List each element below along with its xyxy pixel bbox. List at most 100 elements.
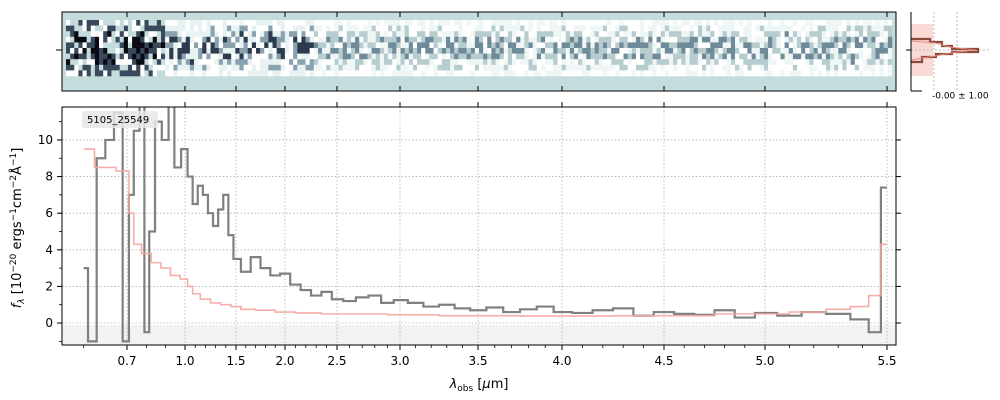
heatmap-cell	[479, 20, 484, 26]
heatmap-cell	[536, 48, 542, 54]
heatmap-cell	[834, 64, 839, 71]
heatmap-cell	[470, 48, 476, 54]
heatmap-cell	[454, 25, 459, 32]
heatmap-cell	[132, 59, 137, 66]
heatmap-cell	[152, 31, 158, 38]
heatmap-cell	[317, 48, 323, 54]
heatmap-cell	[371, 25, 377, 32]
heatmap-cell	[115, 36, 120, 43]
heatmap-cell	[363, 53, 368, 60]
heatmap-cell	[301, 64, 306, 71]
heatmap-cell	[177, 42, 182, 49]
heatmap-cell	[317, 36, 323, 43]
heatmap-cell	[677, 31, 682, 38]
heatmap-cell	[462, 42, 467, 49]
heatmap-cell	[247, 20, 253, 26]
heatmap-cell	[264, 25, 269, 32]
heatmap-cell	[156, 48, 162, 54]
heatmap-cell	[268, 36, 273, 43]
heatmap-cell	[165, 59, 170, 66]
heatmap-cell	[74, 48, 79, 54]
heatmap-cell	[384, 31, 389, 38]
heatmap-cell	[441, 20, 447, 26]
heatmap-cell	[305, 20, 310, 26]
heatmap-cell	[119, 59, 125, 66]
heatmap-cell	[255, 20, 261, 26]
heatmap-cell	[396, 70, 401, 77]
heatmap-cell	[458, 53, 463, 60]
heatmap-cell	[565, 59, 571, 66]
heatmap-cell	[557, 48, 562, 54]
heatmap-cell	[875, 70, 880, 77]
heatmap-cell	[875, 31, 880, 38]
heatmap-cell	[322, 59, 327, 66]
heatmap-cell	[260, 53, 265, 60]
heatmap-cell	[615, 64, 620, 71]
heatmap-cell	[792, 42, 798, 49]
heatmap-cell	[231, 53, 236, 60]
heatmap-cell	[346, 31, 352, 38]
heatmap-cell	[280, 42, 286, 49]
heatmap-cell	[202, 20, 207, 26]
heatmap-cell	[115, 48, 120, 54]
heatmap-cell	[264, 53, 269, 60]
heatmap-cell	[512, 48, 517, 54]
heatmap-cell	[805, 59, 810, 66]
heatmap-cell	[293, 36, 298, 43]
heatmap-cell	[350, 20, 356, 26]
heatmap-cell	[227, 25, 232, 32]
heatmap-cell	[280, 48, 286, 54]
heatmap-cell	[640, 25, 645, 32]
heatmap-cell	[404, 31, 410, 38]
heatmap-cell	[346, 48, 352, 54]
heatmap-cell	[338, 25, 344, 32]
heatmap-cell	[243, 20, 249, 26]
heatmap-cell	[119, 25, 125, 32]
heatmap-cell	[664, 70, 670, 77]
heatmap-cell	[152, 64, 158, 71]
heatmap-cell	[594, 48, 600, 54]
heatmap-cell	[499, 42, 505, 49]
heatmap-cell	[545, 48, 550, 54]
heatmap-cell	[516, 31, 521, 38]
heatmap-cell	[479, 36, 484, 43]
heatmap-cell	[668, 48, 674, 54]
heatmap-cell	[503, 70, 509, 77]
heatmap-cell	[739, 20, 744, 26]
heatmap-cell	[396, 25, 401, 32]
heatmap-cell	[598, 42, 604, 49]
y-tick-label: 2	[45, 279, 53, 293]
heatmap-cell	[152, 20, 158, 26]
heatmap-cell	[722, 64, 728, 71]
heatmap-cell	[454, 20, 459, 26]
heatmap-cell	[685, 36, 690, 43]
heatmap-cell	[821, 53, 827, 60]
heatmap-cell	[272, 64, 277, 71]
heatmap-cell	[202, 36, 207, 43]
heatmap-cell	[532, 31, 538, 38]
heatmap-cell	[181, 53, 187, 60]
heatmap-cell	[830, 48, 835, 54]
heatmap-cell	[838, 64, 843, 71]
heatmap-cell	[235, 48, 240, 54]
heatmap-cell	[140, 59, 145, 66]
heatmap-cell	[615, 59, 620, 66]
heatmap-cell	[367, 53, 372, 60]
heatmap-cell	[421, 31, 426, 38]
heatmap-cell	[524, 25, 529, 32]
heatmap-cell	[462, 53, 467, 60]
heatmap-cell	[495, 53, 500, 60]
heatmap-cell	[218, 36, 224, 43]
heatmap-cell	[743, 59, 748, 66]
heatmap-cell	[218, 70, 224, 77]
heatmap-cell	[718, 25, 723, 32]
heatmap-cell	[355, 42, 360, 49]
heatmap-cell	[82, 25, 87, 32]
heatmap-cell	[301, 42, 306, 49]
heatmap-cell	[565, 31, 571, 38]
heatmap-cell	[198, 31, 203, 38]
heatmap-cell	[801, 64, 806, 71]
heatmap-cell	[817, 64, 823, 71]
heatmap-cell	[144, 48, 149, 54]
heatmap-cell	[706, 25, 711, 32]
